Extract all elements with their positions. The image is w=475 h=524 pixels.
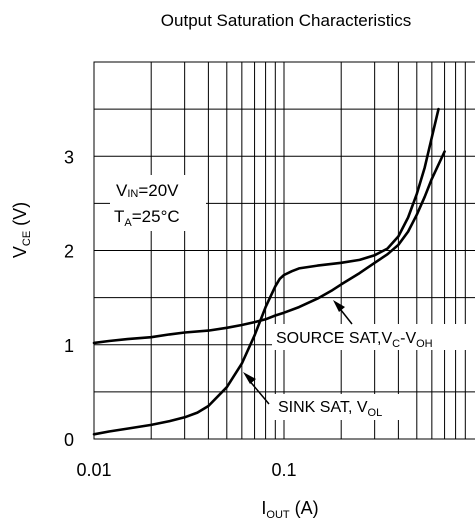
grid: [94, 62, 475, 439]
y-tick-label: 0: [64, 430, 74, 450]
sink-sat-label: SINK SAT, VOL: [278, 399, 382, 419]
sink-sat-arrowhead: [243, 372, 256, 384]
sink-sat-line: [92, 107, 440, 436]
source-sat-line: [92, 150, 446, 345]
plot-frame: [93, 61, 475, 440]
condition-vin: VIN=20V: [116, 181, 179, 200]
condition-ta: TA=25°C: [114, 207, 180, 229]
x-axis-label: IOUT (A): [261, 498, 318, 521]
y-tick-label: 2: [64, 242, 74, 262]
x-tick-labels: 0.01 0.1: [76, 460, 296, 480]
source-sat-annotation: SOURCE SAT,VC-VOH: [272, 300, 475, 350]
x-tick-label: 0.1: [271, 460, 296, 480]
source-sat-label-background: [272, 324, 475, 350]
y-axis-label: VCE (V): [10, 202, 33, 258]
source-sat-label: SOURCE SAT,VC-VOH: [276, 330, 433, 350]
y-tick-label: 1: [64, 336, 74, 356]
conditions-box: VIN=20V TA=25°C: [110, 175, 206, 231]
sink-sat-label-background: [274, 394, 414, 420]
series-lines: [92, 107, 446, 436]
x-tick-label: 0.01: [76, 460, 111, 480]
y-tick-label: 3: [64, 147, 74, 167]
sink-sat-annotation: SINK SAT, VOL: [243, 372, 414, 420]
sink-sat-arrow: [247, 378, 270, 405]
chart-title: Output Saturation Characteristics: [161, 11, 411, 30]
conditions-background: [110, 175, 206, 231]
y-tick-labels: 0 1 2 3: [64, 147, 74, 450]
source-sat-arrowhead: [333, 300, 345, 312]
